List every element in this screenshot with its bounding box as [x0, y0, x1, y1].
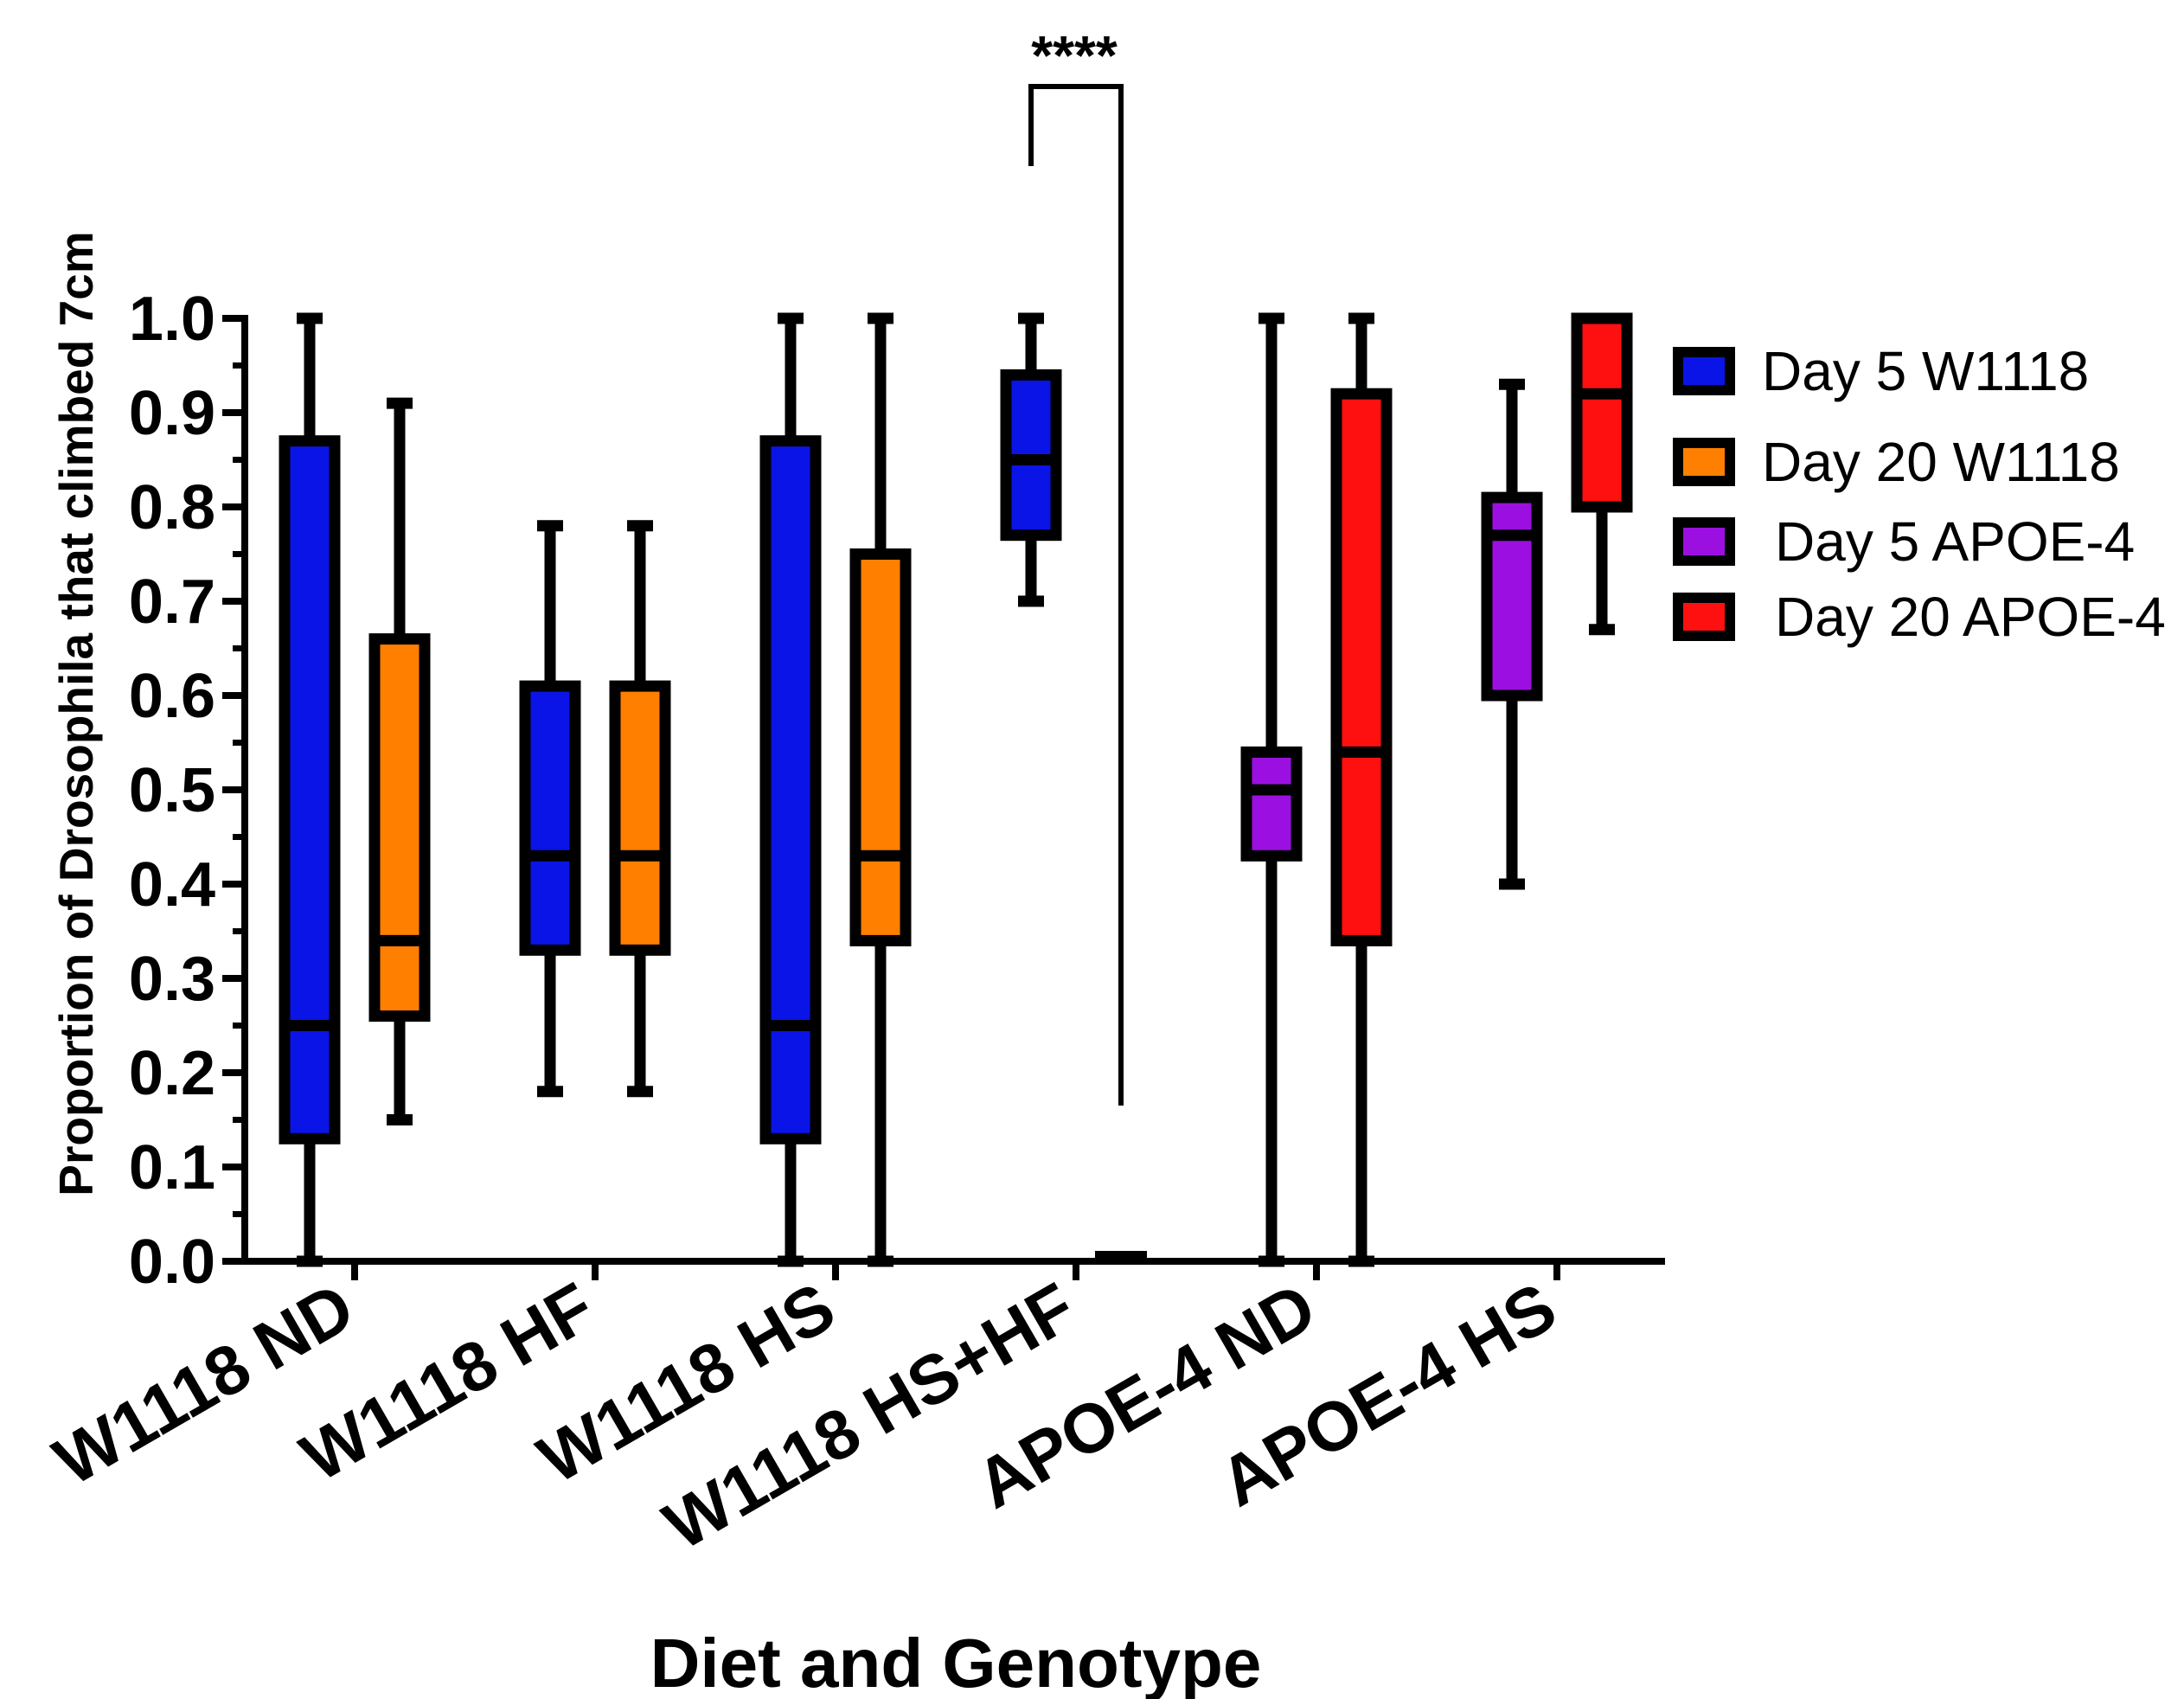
box-iqr: [279, 435, 341, 1144]
legend-swatch: [1673, 347, 1735, 395]
box-1-day20: [609, 520, 671, 1098]
box-3-day5: [1000, 312, 1062, 607]
legend-label: Day 5 W1118: [1762, 340, 2089, 402]
significance-annotation: ****: [1028, 24, 1124, 1106]
box-0-day5: [279, 312, 341, 1267]
y-axis-title: Proportion of Drosophila that climbed 7c…: [49, 231, 103, 1196]
legend-swatch: [1673, 517, 1735, 566]
legend-swatch: [1673, 593, 1735, 641]
box-4-day5: [1240, 312, 1303, 1267]
box-0-day20: [368, 397, 431, 1125]
legend-item: Day 5 W1118: [1673, 340, 2089, 402]
box-iqr: [609, 680, 671, 956]
legend-label: Day 5 APOE-4: [1775, 510, 2135, 573]
significance-label: ****: [1031, 24, 1118, 87]
box-2-day5: [759, 312, 822, 1267]
box-iqr: [519, 680, 581, 956]
y-tick-label: 0.7: [129, 567, 215, 637]
box-iqr: [1240, 746, 1303, 862]
box-iqr: [1481, 491, 1543, 702]
box-iqr: [759, 435, 822, 1144]
y-tick-label: 0.0: [129, 1228, 215, 1297]
box-4-day20: [1330, 312, 1393, 1267]
box-1-day5: [519, 520, 581, 1098]
y-tick-label: 0.9: [129, 379, 215, 448]
box-iqr: [849, 548, 912, 946]
x-tick-label: W1118 HS+HF: [651, 1268, 1088, 1565]
legend-item: Day 20 APOE-4: [1673, 586, 2166, 648]
y-tick-label: 0.2: [129, 1039, 215, 1108]
y-tick-label: 0.1: [129, 1133, 215, 1202]
legend-label: Day 20 APOE-4: [1775, 586, 2166, 648]
box-iqr: [1571, 312, 1633, 513]
legend: Day 5 W1118 Day 20 W1118 Day 5 APOE-4 Day 2…: [1673, 340, 2166, 648]
y-tick-label: 0.6: [129, 662, 215, 731]
legend-item: Day 20 W1118: [1673, 431, 2120, 493]
box-2-day20: [849, 312, 912, 1267]
y-tick-label: 0.8: [129, 473, 215, 542]
y-tick-label: 1.0: [129, 285, 215, 354]
box-5-day5: [1481, 378, 1543, 890]
y-tick-label: 0.4: [129, 850, 215, 920]
legend-label: Day 20 W1118: [1762, 431, 2120, 493]
box-iqr: [1330, 388, 1393, 946]
legend-item: Day 5 APOE-4: [1673, 510, 2135, 573]
y-tick-label: 0.5: [129, 756, 215, 825]
significance-bracket: [1028, 84, 1124, 1106]
box-iqr: [368, 633, 431, 1023]
y-tick-label: 0.3: [129, 945, 215, 1014]
legend-swatch: [1673, 438, 1735, 486]
box-5-day20: [1571, 312, 1633, 636]
x-axis-title: Diet and Genotype: [650, 1625, 1262, 1699]
plot-area: [279, 312, 1633, 1267]
